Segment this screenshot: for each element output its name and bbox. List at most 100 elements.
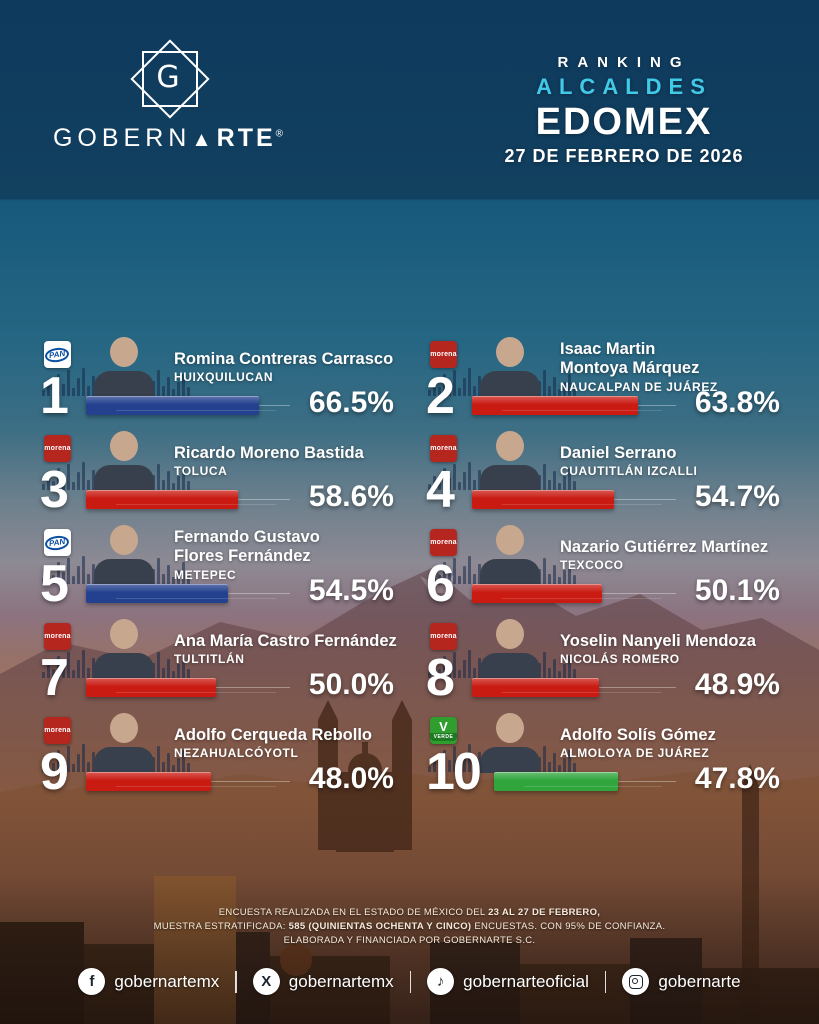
ranking-entry-7: morena Ana María Castro Fernández TULTIT… [40,617,397,708]
result-percentage: 58.6% [308,480,394,513]
ranking-entry-10: V VERDE Adolfo Solís Gómez ALMOLOYA DE JU… [426,712,782,802]
candidate-name: Adolfo Solís Gómez [560,725,716,744]
result-bar [472,584,603,603]
ranking-entry-8: morena Yoselin Nanyeli Mendoza NICOLÁS R… [426,618,782,708]
municipality-label: NICOLÁS ROMERO [560,652,680,667]
ranking-entry-3: morena Ricardo Moreno Bastida TOLUCA 3 5… [40,430,396,520]
result-bar [472,490,615,509]
x-handle: gobernartemx [288,971,394,991]
municipality-label: TEXCOCO [560,558,624,573]
rank-number: 6 [426,555,455,613]
divider [409,970,412,993]
municipality-label: TOLUCA [174,464,228,479]
triangle-a-glyph: ▲ [191,128,217,151]
tiktok-icon: ♪ [427,968,455,995]
tiktok-link[interactable]: ♪ gobernarteoficial [427,968,589,995]
municipality-label: ALMOLOYA DE JUÁREZ [560,746,710,761]
ranking-entry-5: PAN Fernando Gustavo Flores Fernández ME… [40,524,396,614]
morena-party-logo-icon: morena [430,435,457,462]
municipality-label: HUIXQUILUCAN [174,370,274,385]
candidate-name: Ricardo Moreno Bastida [174,443,364,462]
candidate-photo [86,335,162,397]
bottom-shade [0,874,819,1024]
rank-number: 1 [40,367,69,425]
result-percentage: 48.9% [694,668,780,701]
result-percentage: 48.0% [308,762,394,795]
candidate-photo [86,429,162,491]
ranking-entry-2: morena Isaac Martin Montoya Márquez NAUC… [426,336,782,426]
municipality-label: NEZAHUALCÓYOTL [174,746,299,761]
title-kicker: RANKING [557,54,691,71]
result-bar [472,678,600,697]
rank-number: 3 [40,461,69,519]
result-percentage: 50.1% [694,574,780,607]
result-percentage: 66.5% [308,386,394,419]
methodology-footnote: ENCUESTA REALIZADA EN EL ESTADO DE MÉXIC… [153,907,666,946]
morena-party-logo-icon: morena [430,529,457,556]
candidate-photo [472,335,548,397]
result-percentage: 63.8% [694,386,780,419]
rank-number: 4 [426,461,455,519]
emblem-monogram: G [156,59,180,95]
rank-number: 9 [40,743,69,801]
brand-wordmark: GOBERN▲RTE® [52,124,284,152]
divider [235,970,237,993]
pan-party-logo-icon: PAN [44,529,71,556]
result-bar [472,396,638,415]
tiktok-handle: gobernarteoficial [463,971,589,991]
verde-party-logo-icon: V VERDE [430,717,457,744]
morena-party-logo-icon: morena [430,341,457,368]
title-date: 27 DE FEBRERO DE 2026 [504,146,744,166]
candidate-name: Isaac Martin Montoya Márquez [560,340,700,377]
facebook-icon: f [78,968,106,995]
result-percentage: 47.8% [694,762,780,795]
rank-number: 7 [40,649,69,707]
ranking-entry-6: morena Nazario Gutiérrez Martínez TEXCOC… [426,524,782,614]
gobernarte-emblem-icon: G [129,38,210,119]
pan-party-logo-icon: PAN [44,341,71,368]
title-subtitle: ALCALDES [536,74,712,99]
morena-party-logo-icon: morena [430,623,457,650]
candidate-name: Adolfo Cerqueda Rebollo [174,725,372,744]
candidate-name: Nazario Gutiérrez Martínez [560,537,769,556]
candidate-photo [86,711,162,773]
candidate-photo [472,711,548,773]
rank-number: 5 [40,555,69,613]
x-link[interactable]: X gobernartemx [252,968,394,995]
municipality-label: NAUCALPAN DE JUÁREZ [560,379,718,394]
candidate-name: Fernando Gustavo Flores Fernández [174,528,320,565]
result-bar [86,490,239,509]
facebook-link[interactable]: f gobernartemx [78,968,219,995]
morena-party-logo-icon: morena [44,623,71,650]
instagram-handle: gobernarte [658,971,741,991]
result-percentage: 50.0% [308,668,394,701]
candidate-photo [86,523,162,585]
morena-party-logo-icon: morena [44,435,71,462]
result-bar [494,772,619,791]
candidate-name: Daniel Serrano [560,443,677,462]
candidate-photo [472,617,548,679]
rank-number: 2 [426,367,455,425]
candidate-name: Yoselin Nanyeli Mendoza [560,631,756,650]
social-bar: f gobernartemx X gobernartemx ♪ gobernar… [0,968,819,995]
result-bar [86,396,259,415]
result-percentage: 54.7% [694,480,780,513]
candidate-photo [86,617,162,679]
registered-mark: ® [275,128,284,140]
result-bar [86,584,228,603]
rank-number: 10 [426,743,482,801]
candidate-name: Romina Contreras Carrasco [174,349,394,368]
ranking-entry-4: morena Daniel Serrano CUAUTITLÁN IZCALLI… [426,430,782,520]
candidate-photo [472,429,548,491]
divider [604,970,607,993]
title-main: EDOMEX [535,101,713,143]
poster-title: RANKING ALCALDES EDOMEX 27 DE FEBRERO DE… [469,38,779,167]
x-icon: X [252,968,280,995]
instagram-link[interactable]: gobernarte [622,968,741,995]
result-bar [86,678,216,697]
morena-party-logo-icon: morena [44,717,71,744]
ranking-grid: PAN Romina Contreras Carrasco HUIXQUILUC… [40,336,782,802]
result-percentage: 54.5% [308,574,394,607]
municipality-label: TULTITLÁN [174,652,245,667]
